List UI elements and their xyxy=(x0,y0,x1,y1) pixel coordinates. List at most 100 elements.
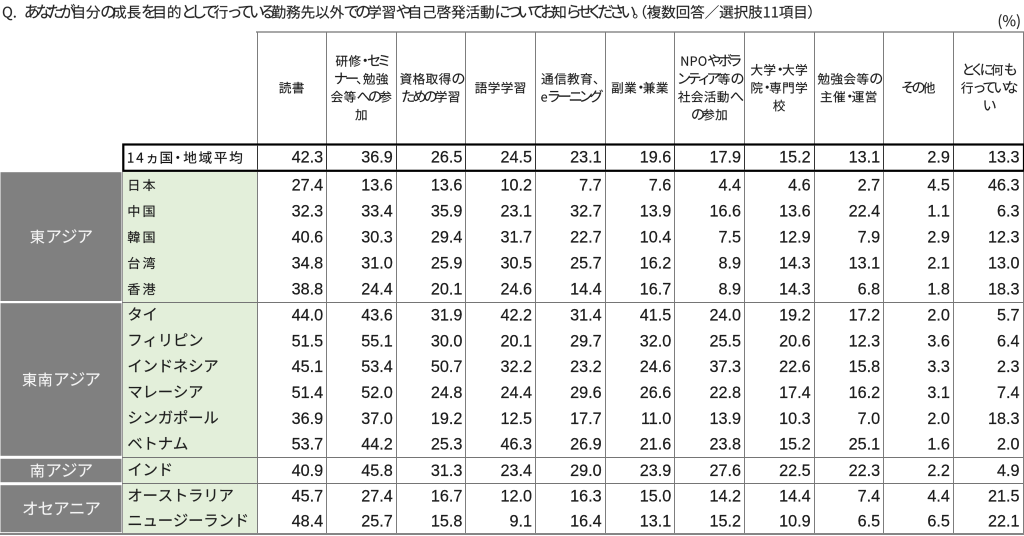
svg-text:8.9: 8.9 xyxy=(718,281,741,299)
svg-text:23.4: 23.4 xyxy=(500,462,532,480)
svg-text:13.3: 13.3 xyxy=(988,149,1020,167)
svg-text:6.5: 6.5 xyxy=(858,513,881,531)
svg-text:29.7: 29.7 xyxy=(570,332,602,350)
svg-text:2.0: 2.0 xyxy=(927,307,950,325)
svg-text:2.1: 2.1 xyxy=(927,255,950,273)
svg-text:7.4: 7.4 xyxy=(858,488,881,506)
svg-text:25.1: 25.1 xyxy=(849,436,881,454)
svg-text:30.0: 30.0 xyxy=(431,332,463,350)
svg-text:16.4: 16.4 xyxy=(570,513,602,531)
svg-text:16.7: 16.7 xyxy=(431,488,463,506)
svg-text:42.3: 42.3 xyxy=(292,149,324,167)
svg-text:30.3: 30.3 xyxy=(361,229,393,247)
svg-text:22.6: 22.6 xyxy=(779,358,811,376)
svg-text:53.4: 53.4 xyxy=(361,358,393,376)
svg-text:14.4: 14.4 xyxy=(779,488,811,506)
svg-text:10.3: 10.3 xyxy=(779,410,811,428)
svg-text:16.7: 16.7 xyxy=(640,281,672,299)
svg-text:29.6: 29.6 xyxy=(570,384,602,402)
svg-text:16.6: 16.6 xyxy=(709,203,741,221)
svg-text:43.6: 43.6 xyxy=(361,307,393,325)
svg-text:24.8: 24.8 xyxy=(431,384,463,402)
svg-text:30.5: 30.5 xyxy=(500,255,532,273)
svg-text:13.1: 13.1 xyxy=(849,255,881,273)
svg-text:15.2: 15.2 xyxy=(709,513,741,531)
svg-text:33.4: 33.4 xyxy=(361,203,393,221)
svg-text:24.6: 24.6 xyxy=(500,281,532,299)
svg-text:25.5: 25.5 xyxy=(709,332,741,350)
svg-text:12.9: 12.9 xyxy=(779,229,811,247)
svg-text:7.7: 7.7 xyxy=(579,177,602,195)
svg-text:24.4: 24.4 xyxy=(500,384,532,402)
svg-text:21.5: 21.5 xyxy=(988,488,1020,506)
svg-text:14.3: 14.3 xyxy=(779,255,811,273)
svg-text:32.0: 32.0 xyxy=(640,332,672,350)
svg-text:22.7: 22.7 xyxy=(570,229,602,247)
svg-text:22.4: 22.4 xyxy=(849,203,881,221)
svg-text:15.0: 15.0 xyxy=(640,488,672,506)
svg-text:14.3: 14.3 xyxy=(779,281,811,299)
svg-text:24.0: 24.0 xyxy=(709,307,741,325)
svg-text:18.3: 18.3 xyxy=(988,410,1020,428)
svg-text:6.3: 6.3 xyxy=(997,203,1020,221)
svg-text:12.0: 12.0 xyxy=(500,488,532,506)
svg-text:17.7: 17.7 xyxy=(570,410,602,428)
svg-text:20.1: 20.1 xyxy=(431,281,463,299)
svg-text:2.2: 2.2 xyxy=(927,462,950,480)
svg-text:6.8: 6.8 xyxy=(858,281,881,299)
svg-text:32.7: 32.7 xyxy=(570,203,602,221)
svg-text:7.5: 7.5 xyxy=(718,229,741,247)
svg-text:5.7: 5.7 xyxy=(997,307,1020,325)
svg-text:24.6: 24.6 xyxy=(640,358,672,376)
svg-text:7.9: 7.9 xyxy=(858,229,881,247)
svg-text:2.9: 2.9 xyxy=(927,149,950,167)
svg-text:45.8: 45.8 xyxy=(361,462,393,480)
svg-text:20.1: 20.1 xyxy=(500,332,532,350)
svg-text:32.2: 32.2 xyxy=(500,358,532,376)
svg-text:31.7: 31.7 xyxy=(500,229,532,247)
svg-text:19.2: 19.2 xyxy=(779,307,811,325)
svg-text:4.5: 4.5 xyxy=(927,177,950,195)
svg-text:32.3: 32.3 xyxy=(292,203,324,221)
svg-text:23.8: 23.8 xyxy=(709,436,741,454)
svg-text:51.5: 51.5 xyxy=(292,332,324,350)
svg-text:16.2: 16.2 xyxy=(849,384,881,402)
svg-text:53.7: 53.7 xyxy=(292,436,324,454)
svg-text:23.1: 23.1 xyxy=(570,149,602,167)
svg-text:25.7: 25.7 xyxy=(361,513,393,531)
svg-text:25.3: 25.3 xyxy=(431,436,463,454)
svg-text:4.9: 4.9 xyxy=(997,462,1020,480)
svg-text:55.1: 55.1 xyxy=(361,332,393,350)
svg-text:3.6: 3.6 xyxy=(927,332,950,350)
svg-text:40.9: 40.9 xyxy=(292,462,324,480)
svg-text:10.9: 10.9 xyxy=(779,513,811,531)
svg-text:10.2: 10.2 xyxy=(500,177,532,195)
svg-text:15.8: 15.8 xyxy=(849,358,881,376)
svg-text:31.3: 31.3 xyxy=(431,462,463,480)
svg-text:10.4: 10.4 xyxy=(640,229,672,247)
svg-text:15.8: 15.8 xyxy=(431,513,463,531)
svg-text:50.7: 50.7 xyxy=(431,358,463,376)
svg-text:44.2: 44.2 xyxy=(361,436,393,454)
svg-text:37.3: 37.3 xyxy=(709,358,741,376)
svg-text:31.0: 31.0 xyxy=(361,255,393,273)
svg-text:20.6: 20.6 xyxy=(779,332,811,350)
svg-text:19.2: 19.2 xyxy=(431,410,463,428)
svg-text:4.4: 4.4 xyxy=(718,177,741,195)
svg-text:13.6: 13.6 xyxy=(431,177,463,195)
svg-text:14.2: 14.2 xyxy=(709,488,741,506)
svg-text:6.5: 6.5 xyxy=(927,513,950,531)
svg-text:13.1: 13.1 xyxy=(640,513,672,531)
svg-text:17.9: 17.9 xyxy=(709,149,741,167)
svg-text:26.5: 26.5 xyxy=(431,149,463,167)
svg-text:26.6: 26.6 xyxy=(640,384,672,402)
svg-text:38.8: 38.8 xyxy=(292,281,324,299)
svg-text:31.4: 31.4 xyxy=(570,307,602,325)
svg-text:12.3: 12.3 xyxy=(849,332,881,350)
svg-text:42.2: 42.2 xyxy=(500,307,532,325)
svg-text:4.4: 4.4 xyxy=(927,488,950,506)
svg-text:13.6: 13.6 xyxy=(779,203,811,221)
svg-text:3.3: 3.3 xyxy=(927,358,950,376)
svg-text:27.4: 27.4 xyxy=(361,488,393,506)
svg-text:6.4: 6.4 xyxy=(997,332,1020,350)
